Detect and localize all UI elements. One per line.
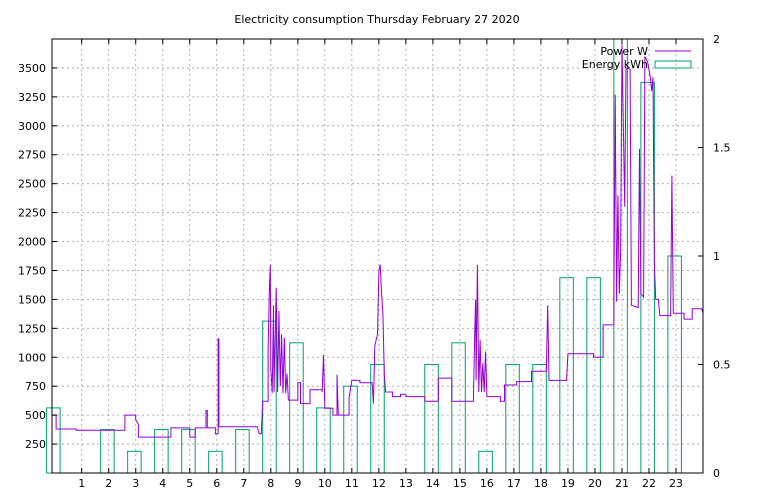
y2-tick-label: 0 [713,467,720,480]
x-tick-label: 21 [615,477,629,490]
x-tick-label: 8 [267,477,274,490]
plot-border [51,38,704,474]
x-tick-label: 1 [78,477,85,490]
y-tick-label: 1750 [18,264,46,277]
axes: 1 2 3 4 5 6 7 8 9 10 11 12 13 14 15 16 17 18 19 20 21 22 23250… [18,33,731,490]
y-tick-label: 3500 [18,62,46,75]
energy-bar [424,364,439,474]
y2-tick-label: 1.5 [713,142,731,155]
energy-bar [46,407,61,474]
y-tick-label: 2000 [18,236,46,249]
x-tick-label: 11 [345,477,359,490]
energy-bar [289,342,304,474]
x-tick-label: 9 [294,477,301,490]
x-tick-label: 12 [372,477,386,490]
energy-bar [532,364,547,474]
energy-bar [208,450,223,474]
legend-label-energy: Energy kWh [582,58,648,71]
y-tick-label: 3000 [18,120,46,133]
energy-bar [127,450,142,474]
energy-bar [343,385,358,474]
y-tick-label: 2250 [18,207,46,220]
x-tick-label: 17 [507,477,521,490]
x-tick-label: 10 [318,477,332,490]
y2-tick-label: 1 [713,250,720,263]
y-tick-label: 2750 [18,149,46,162]
x-tick-label: 3 [132,477,139,490]
chart-title: Electricity consumption Thursday Februar… [234,13,519,26]
legend-label-power: Power W [600,45,648,58]
y-tick-label: 1000 [18,351,46,364]
y2-tick-label: 0.5 [713,359,731,372]
energy-bar [100,429,115,474]
y-tick-label: 250 [25,438,46,451]
energy-bar [667,255,682,474]
energy-bar [316,407,331,474]
x-tick-label: 22 [642,477,656,490]
x-tick-label: 20 [588,477,602,490]
x-tick-label: 6 [213,477,220,490]
energy-bar [154,429,169,474]
x-tick-label: 15 [453,477,467,490]
y-tick-label: 1500 [18,293,46,306]
y2-tick-label: 2 [713,33,720,46]
energy-bars [46,38,682,474]
energy-bar [478,450,493,474]
power-line [52,44,704,438]
energy-bar [505,364,520,474]
x-tick-label: 4 [159,477,166,490]
x-tick-label: 13 [399,477,413,490]
x-tick-label: 16 [480,477,494,490]
legend-swatch-energy [654,60,692,69]
energy-bar [451,342,466,474]
energy-bar [370,364,385,474]
y-tick-label: 1250 [18,322,46,335]
y-tick-label: 2500 [18,178,46,191]
legend: Power W Energy kWh [582,45,692,71]
power-line-layer [52,44,704,438]
y-tick-label: 500 [25,409,46,422]
x-tick-label: 14 [426,477,440,490]
x-tick-label: 19 [561,477,575,490]
grid [52,39,703,473]
energy-bar [640,81,655,474]
energy-bar [235,429,250,474]
energy-bar [181,429,196,474]
x-tick-label: 5 [186,477,193,490]
x-tick-label: 7 [240,477,247,490]
x-tick-label: 23 [669,477,683,490]
x-tick-label: 18 [534,477,548,490]
y-tick-label: 3250 [18,91,46,104]
y-tick-label: 750 [25,380,46,393]
x-tick-label: 2 [105,477,112,490]
